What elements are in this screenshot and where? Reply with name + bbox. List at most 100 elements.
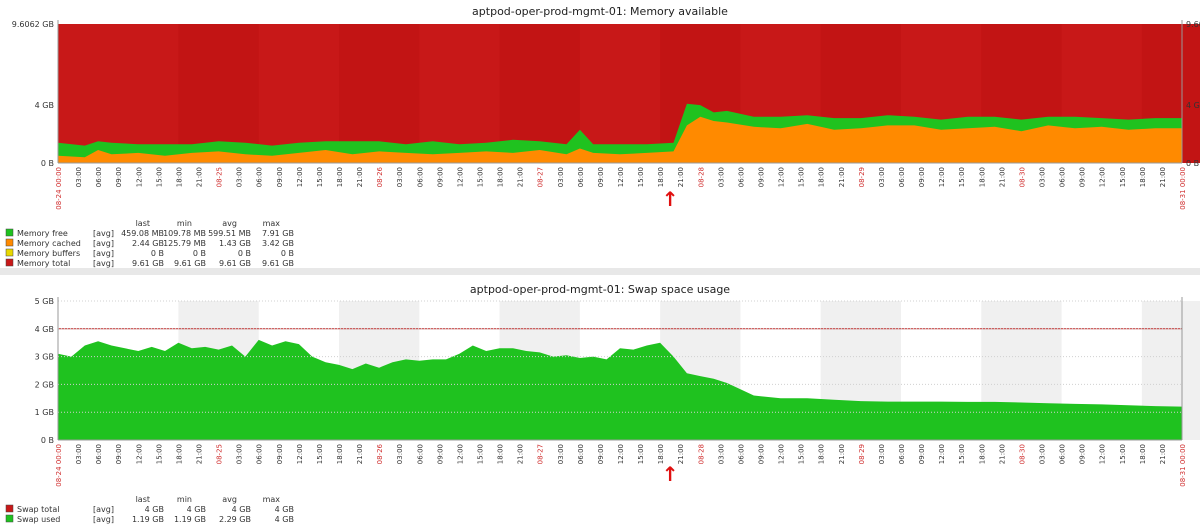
legend-name: Memory total — [17, 259, 70, 268]
legend-func: [avg] — [93, 505, 114, 514]
x-time-label: 09:00 — [436, 167, 444, 187]
series-memory-cached — [58, 116, 1182, 163]
x-end-label: 08-31 00:00 — [1179, 444, 1187, 487]
x-time-label: 15:00 — [958, 444, 966, 464]
x-time-label: 09:00 — [115, 444, 123, 464]
x-time-label: 12:00 — [617, 444, 625, 464]
legend-value: 125.79 MB — [163, 239, 206, 248]
x-time-label: 03:00 — [717, 167, 725, 187]
x-start-label: 08-24 00:00 — [55, 444, 63, 487]
x-date-label: 08-30 — [1018, 444, 1026, 464]
x-time-label: 18:00 — [175, 167, 183, 187]
x-time-label: 21:00 — [517, 167, 525, 187]
series-swap-used — [58, 339, 1182, 440]
x-time-label: 06:00 — [577, 444, 585, 464]
legend-header: last — [136, 219, 150, 228]
x-time-label: 06:00 — [898, 444, 906, 464]
x-time-label: 06:00 — [1059, 444, 1067, 464]
x-date-label: 08-25 — [216, 167, 224, 187]
x-time-label: 15:00 — [798, 167, 806, 187]
legend-value: 0 B — [281, 249, 294, 258]
x-date-label: 08-25 — [216, 444, 224, 464]
x-time-label: 18:00 — [978, 444, 986, 464]
y-tick-label-right: 4 GB — [1186, 101, 1200, 110]
legend-header: avg — [222, 495, 237, 504]
legend-value: 0 B — [151, 249, 164, 258]
x-time-label: 09:00 — [1079, 167, 1087, 187]
x-time-label: 15:00 — [798, 444, 806, 464]
chart-title: aptpod-oper-prod-mgmt-01: Swap space usa… — [470, 283, 730, 296]
x-time-label: 03:00 — [75, 167, 83, 187]
legend-header: max — [263, 219, 281, 228]
legend-name: Swap total — [17, 505, 59, 514]
x-time-label: 12:00 — [135, 444, 143, 464]
x-time-label: 15:00 — [1119, 167, 1127, 187]
y-tick-label-right: 0 B — [1186, 159, 1199, 168]
y-tick-label-left: 9.6062 GB — [12, 20, 54, 29]
x-time-label: 15:00 — [316, 444, 324, 464]
x-time-label: 15:00 — [958, 167, 966, 187]
x-time-label: 09:00 — [918, 444, 926, 464]
x-time-label: 18:00 — [1139, 444, 1147, 464]
x-time-label: 21:00 — [356, 444, 364, 464]
x-time-label: 12:00 — [1099, 444, 1107, 464]
x-time-label: 06:00 — [95, 444, 103, 464]
legend-func: [avg] — [93, 239, 114, 248]
x-time-label: 12:00 — [778, 167, 786, 187]
x-time-label: 09:00 — [115, 167, 123, 187]
x-time-label: 06:00 — [1059, 167, 1067, 187]
legend-header: last — [136, 495, 150, 504]
x-time-label: 21:00 — [196, 167, 204, 187]
legend-name: Swap used — [17, 515, 60, 524]
y-tick-label-left: 1 GB — [35, 408, 54, 417]
x-time-label: 06:00 — [416, 444, 424, 464]
legend-swatch — [5, 504, 14, 513]
x-time-label: 18:00 — [657, 444, 665, 464]
night-stripe — [339, 24, 420, 163]
legend-value: 4 GB — [187, 505, 206, 514]
legend-func: [avg] — [93, 259, 114, 268]
x-time-label: 06:00 — [898, 167, 906, 187]
legend-header: min — [177, 219, 192, 228]
y-tick-label-left: 0 B — [41, 436, 54, 445]
x-time-label: 09:00 — [1079, 444, 1087, 464]
x-time-label: 15:00 — [155, 167, 163, 187]
x-time-label: 03:00 — [396, 167, 404, 187]
legend-value: 9.61 GB — [262, 259, 294, 268]
x-time-label: 06:00 — [256, 167, 264, 187]
legend-value: 4 GB — [275, 515, 294, 524]
x-time-label: 18:00 — [175, 444, 183, 464]
x-time-label: 21:00 — [1159, 167, 1167, 187]
x-date-label: 08-27 — [537, 167, 545, 187]
x-date-label: 08-27 — [537, 444, 545, 464]
x-time-label: 06:00 — [95, 167, 103, 187]
legend-swatch — [5, 248, 14, 257]
x-time-label: 12:00 — [1099, 167, 1107, 187]
legend-value: 599.51 MB — [208, 229, 251, 238]
x-time-label: 03:00 — [75, 444, 83, 464]
x-date-label: 08-30 — [1018, 167, 1026, 187]
legend-header: max — [263, 495, 281, 504]
x-time-label: 09:00 — [758, 167, 766, 187]
x-time-label: 21:00 — [356, 167, 364, 187]
x-time-label: 06:00 — [737, 167, 745, 187]
x-time-label: 18:00 — [1139, 167, 1147, 187]
x-time-label: 03:00 — [236, 167, 244, 187]
legend-header: min — [177, 495, 192, 504]
legend-value: 4 GB — [145, 505, 164, 514]
swap-space-usage-chart: aptpod-oper-prod-mgmt-01: Swap space usa… — [5, 283, 1200, 524]
x-time-label: 06:00 — [256, 444, 264, 464]
x-time-label: 15:00 — [1119, 444, 1127, 464]
legend-value: 7.91 GB — [262, 229, 294, 238]
x-date-label: 08-28 — [697, 444, 705, 464]
x-time-label: 21:00 — [677, 444, 685, 464]
y-tick-label-left: 5 GB — [35, 297, 54, 306]
x-time-label: 06:00 — [577, 167, 585, 187]
x-time-label: 03:00 — [878, 444, 886, 464]
x-time-label: 18:00 — [336, 167, 344, 187]
x-date-label: 08-29 — [858, 444, 866, 464]
x-time-label: 09:00 — [918, 167, 926, 187]
legend-value: 0 B — [193, 249, 206, 258]
x-time-label: 09:00 — [276, 167, 284, 187]
x-time-label: 18:00 — [497, 167, 505, 187]
